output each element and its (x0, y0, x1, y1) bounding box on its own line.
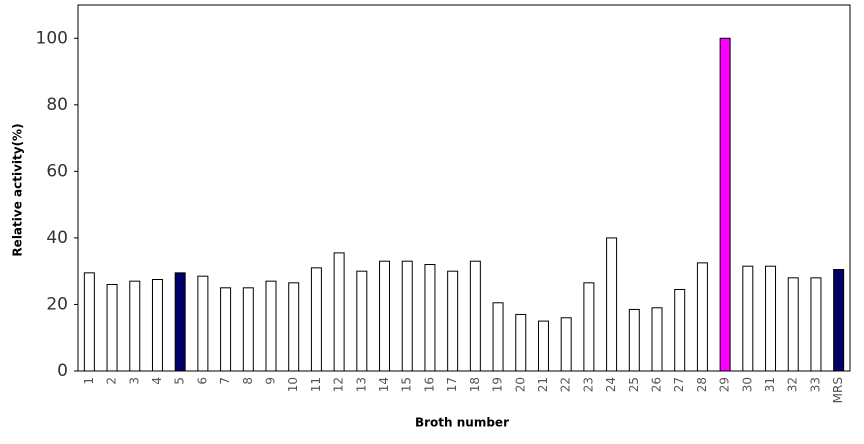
x-tick-label: 33 (808, 377, 822, 392)
x-tick-label: 21 (536, 377, 550, 392)
bar (674, 288, 686, 372)
x-tick-label: 18 (468, 377, 482, 392)
x-tick-label: 2 (105, 377, 119, 385)
y-tick-label: 80 (46, 95, 68, 115)
x-tick-label: 10 (286, 377, 300, 392)
y-tick-label: 0 (57, 361, 68, 381)
x-tick-label: 3 (127, 377, 141, 385)
bar (220, 287, 232, 372)
bar (515, 313, 527, 372)
plot-frame (77, 4, 851, 372)
bar (333, 252, 345, 372)
bar (810, 277, 822, 372)
x-tick-label: 6 (195, 377, 209, 385)
x-tick-label: 32 (786, 377, 800, 392)
y-tick-label: 100 (36, 28, 68, 48)
bar (469, 260, 481, 372)
bar (492, 302, 504, 372)
bar (310, 267, 322, 372)
x-tick-label: 13 (354, 377, 368, 392)
bar (83, 272, 95, 372)
x-tick-label: 17 (445, 377, 459, 392)
y-tick-label: 20 (46, 294, 68, 314)
bar (106, 283, 118, 372)
bar (833, 269, 845, 372)
x-tick-label: 8 (241, 377, 255, 385)
x-tick-label: 20 (513, 377, 527, 392)
bar (379, 260, 391, 372)
bar (265, 280, 277, 372)
x-tick-label: 26 (650, 377, 664, 392)
bar (356, 270, 368, 372)
x-tick-label: 23 (581, 377, 595, 392)
x-tick-label: 12 (332, 377, 346, 392)
bar (606, 237, 618, 372)
x-tick-label: 29 (718, 377, 732, 392)
x-tick-label: 11 (309, 377, 323, 392)
x-axis-label: Broth number (415, 416, 509, 430)
y-axis-label: Relative activity(%) (11, 123, 25, 256)
x-tick-label: 31 (763, 377, 777, 392)
bar (174, 272, 186, 372)
x-tick-label: 27 (672, 377, 686, 392)
bar (288, 282, 300, 372)
bar (787, 277, 799, 372)
bar (560, 317, 572, 372)
x-tick-label: 25 (627, 377, 641, 392)
bar (719, 37, 731, 372)
bar (401, 260, 413, 372)
bar (651, 307, 663, 372)
bar (628, 308, 640, 372)
bar (129, 280, 141, 372)
x-tick-label: 30 (740, 377, 754, 392)
bar (242, 287, 254, 372)
bar (151, 279, 163, 372)
y-tick-label: 40 (46, 228, 68, 248)
x-tick-label: 16 (422, 377, 436, 392)
x-tick-label: MRS (831, 377, 845, 403)
bar (537, 320, 549, 372)
y-tick-label: 60 (46, 161, 68, 181)
bar (696, 262, 708, 372)
bar (197, 275, 209, 372)
x-tick-label: 28 (695, 377, 709, 392)
x-tick-label: 1 (82, 377, 96, 385)
bar (765, 265, 777, 372)
x-tick-label: 7 (218, 377, 232, 385)
bar (424, 264, 436, 372)
x-tick-label: 4 (150, 377, 164, 385)
x-tick-label: 24 (604, 377, 618, 392)
x-tick-label: 5 (173, 377, 187, 385)
bar (742, 265, 754, 372)
bar (583, 282, 595, 372)
x-tick-label: 14 (377, 377, 391, 392)
x-tick-label: 15 (400, 377, 414, 392)
x-tick-label: 22 (559, 377, 573, 392)
x-tick-label: 9 (264, 377, 278, 385)
x-tick-label: 19 (491, 377, 505, 392)
bar (447, 270, 459, 372)
